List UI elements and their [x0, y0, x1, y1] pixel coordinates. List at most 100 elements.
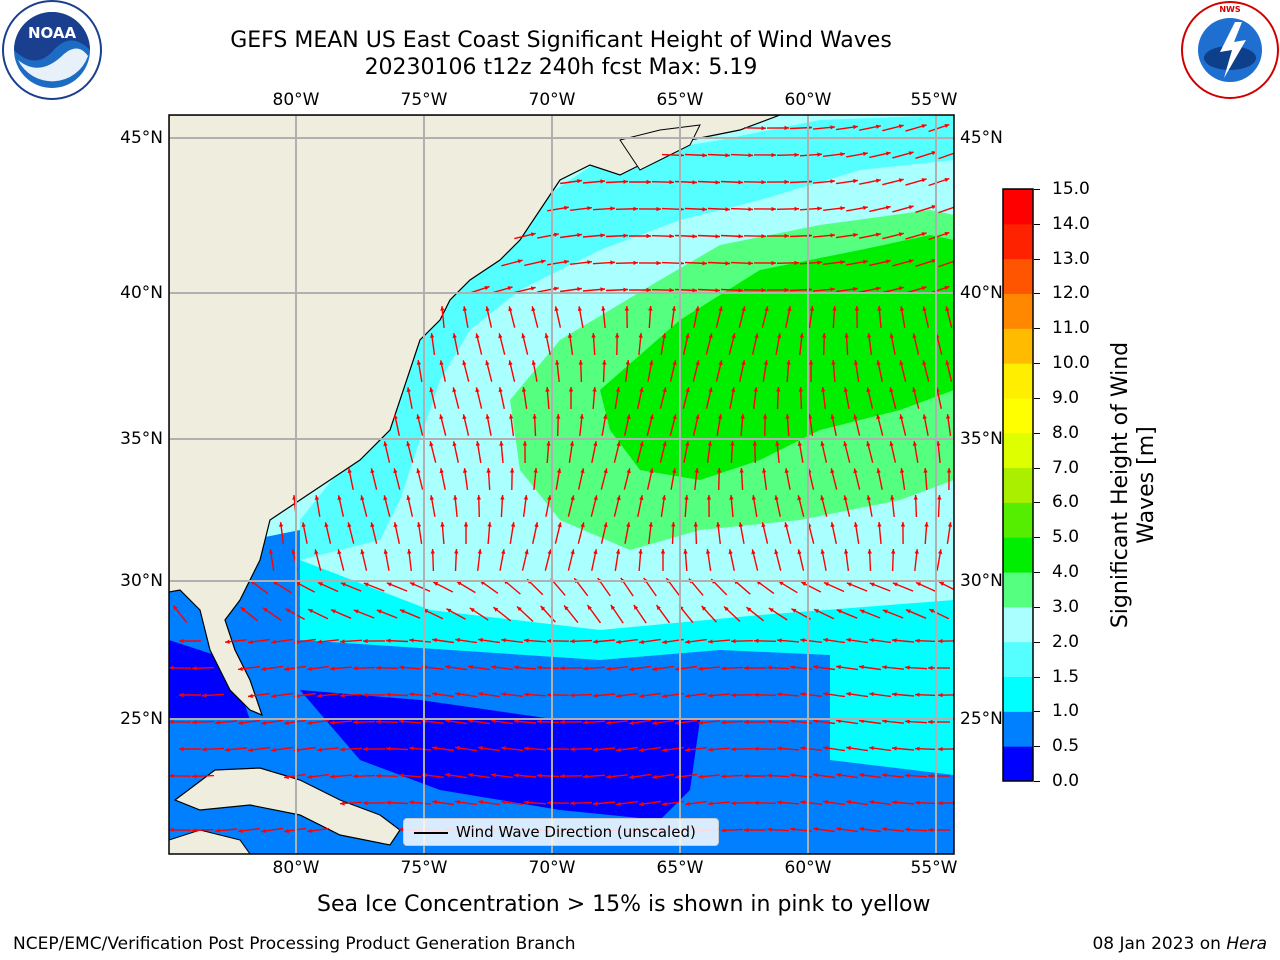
map-frame: [168, 114, 955, 855]
colorbar-tick-label: 6.0: [1052, 492, 1080, 513]
wave-direction-arrow: [559, 719, 583, 725]
wave-direction-arrow: [577, 306, 584, 328]
wave-direction-arrow: [808, 360, 814, 382]
lon-label-bottom-60w: 60°W: [784, 858, 832, 878]
wave-direction-arrow: [682, 387, 690, 409]
colorbar-cell: [1003, 641, 1033, 678]
wave-direction-arrow: [697, 234, 721, 239]
wave-direction-arrow: [330, 609, 352, 619]
wave-direction-arrow: [339, 801, 363, 806]
wave-direction-arrow: [625, 360, 630, 382]
wave-direction-arrow: [715, 360, 723, 382]
wave-direction-arrow: [744, 773, 766, 779]
wave-direction-arrow: [914, 549, 919, 571]
colorbar-tick-label: 12.0: [1052, 283, 1090, 304]
wave-direction-arrow: [938, 206, 954, 214]
wave-direction-arrow: [899, 360, 907, 382]
wave-direction-arrow: [776, 206, 800, 211]
wave-band-4-5m: [600, 235, 954, 480]
colorbar-tick-mark: [1034, 397, 1040, 399]
wave-direction-arrow: [859, 826, 881, 833]
colorbar-tick-mark: [1034, 328, 1040, 330]
wave-direction-arrow: [660, 549, 666, 571]
colorbar-tick-label: 4.0: [1052, 562, 1080, 583]
wave-direction-arrow: [751, 494, 758, 518]
colorbar-tick-label: 2.0: [1052, 631, 1080, 652]
wave-direction-arrow: [859, 772, 881, 779]
wave-direction-arrow: [592, 693, 616, 698]
wave-direction-arrow: [191, 720, 215, 725]
wave-direction-arrow: [738, 522, 745, 544]
wave-direction-arrow: [523, 746, 547, 751]
wave-direction-arrow: [891, 800, 915, 805]
wave-direction-arrow: [501, 259, 523, 267]
wave-direction-arrow: [592, 639, 616, 644]
wave-direction-arrow: [407, 549, 412, 571]
wave-direction-arrow: [314, 495, 321, 517]
noaa-logo-text: NOAA: [28, 24, 77, 42]
wave-direction-arrow: [707, 207, 731, 212]
lat-label-left-25n: 25°N: [120, 709, 163, 729]
colorbar-label: Significant Height of Wind Waves [m]: [1105, 335, 1159, 635]
wave-direction-arrow: [766, 179, 790, 185]
wave-direction-arrow: [730, 747, 754, 752]
wave-direction-arrow: [554, 522, 562, 544]
wave-direction-arrow: [945, 360, 953, 382]
wave-direction-arrow: [462, 306, 469, 328]
wave-direction-arrow: [720, 180, 744, 185]
wave-direction-arrow: [600, 468, 608, 490]
wave-direction-arrow: [729, 494, 734, 518]
legend-line-icon: [414, 832, 448, 834]
wave-direction-arrow: [651, 180, 675, 185]
colorbar-tick-label: 0.0: [1052, 771, 1080, 791]
wave-direction-arrow: [362, 692, 386, 698]
wave-direction-arrow: [753, 387, 758, 409]
wave-direction-arrow: [260, 719, 284, 726]
wave-direction-arrow: [924, 521, 929, 545]
wave-direction-arrow: [544, 549, 552, 571]
wave-direction-arrow: [376, 609, 398, 619]
wave-direction-arrow: [813, 719, 835, 725]
wave-direction-arrow: [937, 746, 954, 752]
wave-direction-arrow: [889, 387, 897, 409]
colorbar-tick-label: 3.0: [1052, 596, 1080, 617]
wave-direction-arrow: [521, 333, 529, 355]
wave-direction-arrow: [914, 746, 938, 751]
wave-direction-arrow: [766, 773, 790, 778]
lat-label-left-40n: 40°N: [120, 283, 163, 303]
wave-direction-arrow: [891, 548, 896, 572]
wave-direction-arrow: [514, 232, 536, 240]
wave-direction-arrow: [214, 720, 238, 725]
wave-direction-arrow: [670, 468, 677, 490]
wave-direction-arrow: [846, 582, 868, 592]
wave-direction-arrow: [339, 693, 363, 698]
wave-direction-arrow: [646, 468, 654, 490]
wave-direction-arrow: [660, 494, 667, 518]
wave-direction-arrow: [567, 549, 575, 571]
wave-direction-arrow: [752, 440, 757, 464]
wave-direction-arrow: [570, 260, 592, 265]
wave-direction-arrow: [398, 665, 422, 670]
colorbar-cell: [1003, 676, 1033, 712]
noaa-logo: NOAA: [0, 0, 104, 104]
lat-label-right-45n: 45°N: [960, 128, 1003, 148]
wave-direction-arrow: [738, 306, 746, 328]
wave-direction-arrow: [743, 234, 767, 239]
wave-direction-arrow: [547, 259, 569, 266]
wave-direction-arrow: [937, 494, 942, 518]
wave-direction-arrow: [508, 306, 516, 328]
wave-direction-arrow: [556, 413, 561, 437]
wave-direction-arrow: [272, 580, 292, 594]
wave-direction-arrow: [307, 665, 329, 671]
colorbar-tick-mark: [1034, 676, 1040, 678]
wave-direction-arrow: [859, 124, 881, 131]
wave-direction-arrow: [869, 800, 891, 806]
wave-direction-arrow: [761, 522, 769, 544]
wave-direction-arrow: [766, 665, 790, 670]
wave-direction-arrow: [889, 333, 896, 355]
wave-direction-arrow: [889, 441, 897, 463]
wave-direction-arrow: [409, 638, 431, 643]
wave-direction-arrow: [823, 260, 845, 265]
wave-direction-arrow: [723, 605, 741, 623]
wave-direction-arrow: [567, 333, 574, 355]
